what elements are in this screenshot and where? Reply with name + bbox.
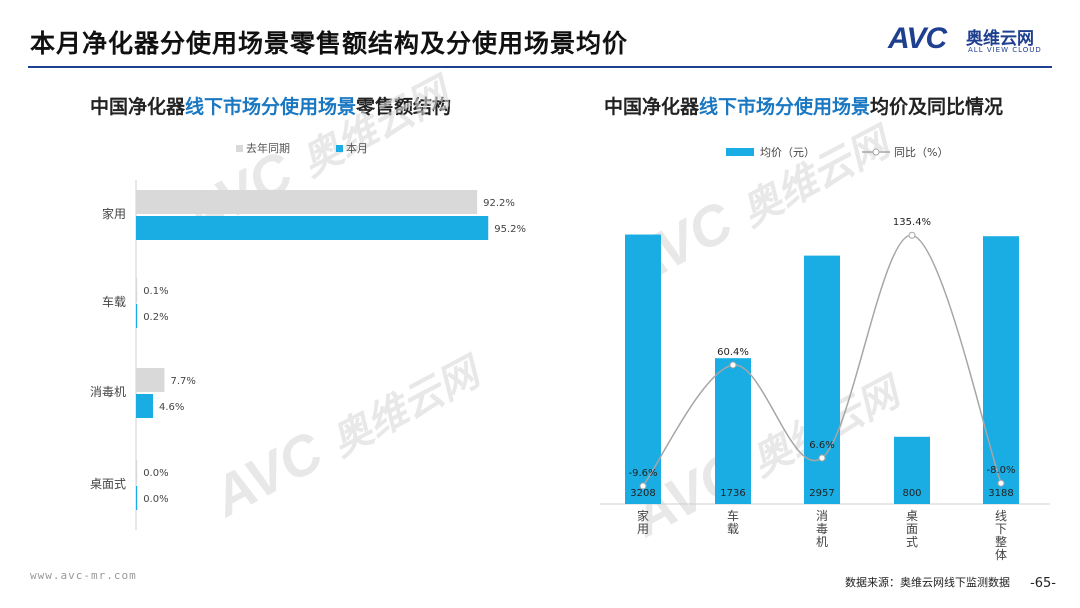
legend-marker-yoy [872,148,880,156]
legend-label-yoy: 同比（%） [894,146,948,159]
category-label-char: 桌 [906,509,918,523]
data-label-last-year: 0.0% [143,468,168,479]
data-label-last-year: 0.1% [143,286,168,297]
category-label-char: 消 [816,509,828,523]
category-label-char: 家 [637,508,649,523]
logo-en-text: ALL VIEW CLOUD [968,46,1042,54]
price-bar [894,436,930,504]
price-bar [804,255,840,504]
category-label: 桌面式 [90,477,126,491]
avg-price-chart: 均价（元） 同比（%） 3208 家用 1736 车载 2957 消毒机 800 桌面式 3188 线… [600,146,1050,562]
category-label-char: 载 [727,522,739,536]
category-label-char: 毒 [816,522,828,536]
yoy-marker [639,482,647,490]
logo-cn-text: 奥维云网 [966,29,1034,49]
price-bar [715,358,751,504]
right-title-part3: 均价及同比情况 [870,96,1004,118]
category-label-char: 用 [637,522,649,536]
yoy-line [642,234,1002,487]
legend-label-last-year: 去年同期 [246,141,290,155]
legend-swatch-last-year [236,145,243,152]
left-title-part1: 中国净化器 [90,96,186,118]
right-title-part2: 线下市场分使用场景 [699,96,871,118]
price-label: 2957 [809,488,834,499]
category-label-char: 下 [995,522,1007,536]
yoy-label: -8.0% [986,465,1015,476]
left-title-part3: 零售额结构 [356,96,452,118]
data-label-current: 95.2% [494,224,526,235]
bar-last-year [136,278,138,302]
bar-current [136,216,489,240]
category-label-char: 整 [995,534,1007,549]
bar-current [136,486,138,510]
bar-current [136,394,154,418]
price-bar [983,236,1019,504]
bar-last-year [136,368,165,392]
data-label-current: 4.6% [159,402,184,413]
yoy-label: -9.6% [628,468,657,479]
bar-last-year [136,460,138,484]
data-label-last-year: 7.7% [170,376,195,387]
title-divider [28,66,1052,68]
yoy-label: 135.4% [893,217,931,228]
category-label: 消毒机 [90,385,126,399]
legend-label-price: 均价（元） [760,146,815,159]
page-title: 本月净化器分使用场景零售额结构及分使用场景均价 [30,29,629,58]
yoy-marker [729,361,737,369]
bar-last-year [136,190,478,214]
left-title-part2: 线下市场分使用场景 [185,96,357,118]
yoy-marker [818,454,826,462]
data-label-current: 0.2% [143,312,168,323]
yoy-marker [997,479,1005,487]
price-label: 1736 [720,488,745,499]
price-label: 800 [902,488,921,499]
yoy-marker [908,231,916,239]
price-label: 3208 [630,488,655,499]
legend-swatch-price [726,148,754,156]
category-label-char: 式 [906,535,918,549]
logo-mark: AVC [888,22,947,55]
bar-current [136,304,138,328]
category-label: 车载 [102,294,126,309]
data-label-current: 0.0% [143,494,168,505]
page-number: -65- [1030,576,1056,591]
category-label-char: 体 [995,548,1007,562]
category-label-char: 面 [906,522,918,536]
price-bar [625,234,661,504]
yoy-label: 6.6% [809,440,834,451]
category-label: 家用 [102,206,126,221]
price-label: 3188 [988,488,1013,499]
legend-swatch-current [336,145,343,152]
right-chart-title: 中国净化器线下市场分使用场景均价及同比情况 [604,92,1003,119]
category-label-char: 车 [727,508,739,523]
footer-source: 数据来源：奥维云网线下监测数据 [845,576,1010,589]
legend-label-current: 本月 [346,141,368,155]
data-label-last-year: 92.2% [483,198,515,209]
right-title-part1: 中国净化器 [604,96,700,118]
category-label-char: 线 [995,509,1007,523]
footer-url: www.avc-mr.com [30,569,137,582]
yoy-label: 60.4% [717,347,749,358]
left-chart-title: 中国净化器线下市场分使用场景零售额结构 [90,92,451,119]
avc-logo: AVC 奥维云网 ALL VIEW CLOUD [888,20,1058,60]
category-label-char: 机 [816,535,828,549]
